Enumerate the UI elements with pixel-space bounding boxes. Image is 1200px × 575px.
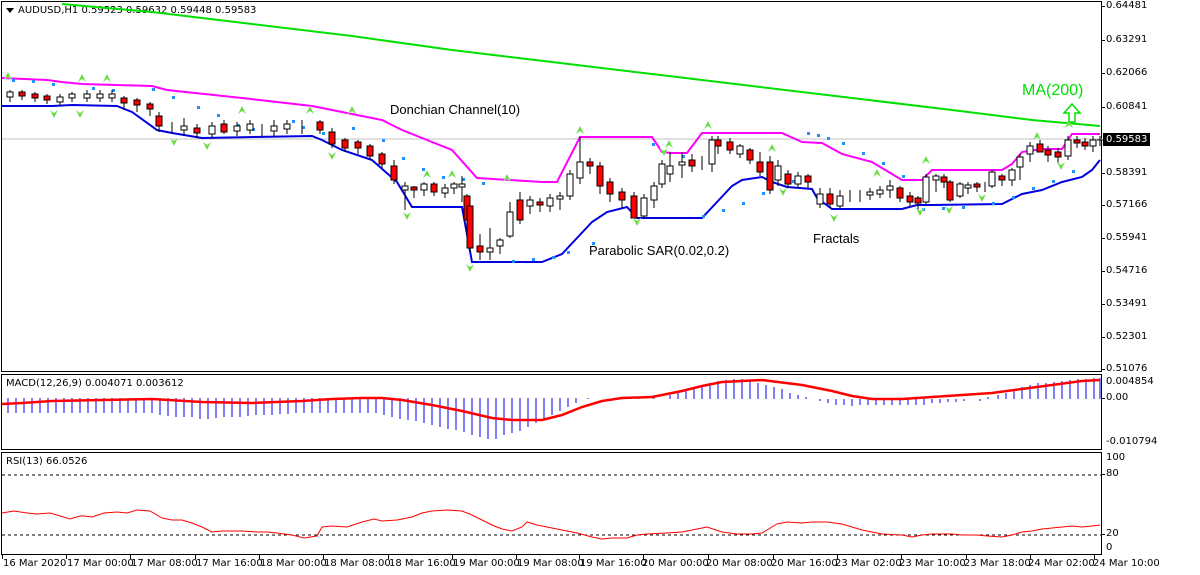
rsi-80-label: 80: [1106, 468, 1119, 479]
donchian-lower-line: [2, 103, 1101, 263]
time-label: 19 Mar 08:00: [517, 558, 584, 569]
macd-zero-label: 0.00: [1106, 392, 1129, 403]
psar-label: Parabolic SAR(0.02,0.2): [589, 243, 730, 258]
rsi-svg: [1, 474, 1102, 540]
time-label: 18 Mar 16:00: [389, 558, 456, 569]
time-label: 17 Mar 08:00: [131, 558, 198, 569]
time-label: 18 Mar 08:00: [324, 558, 391, 569]
ma200-line: [61, 3, 1101, 127]
time-label: 19 Mar 16:00: [580, 558, 647, 569]
time-label: 20 Mar 16:00: [771, 558, 838, 569]
time-label: 16 Mar 2020: [3, 558, 67, 569]
time-label: 18 Mar 00:00: [260, 558, 327, 569]
current-price-tag: 0.59583: [1103, 133, 1151, 146]
time-label: 24 Mar 02:00: [1028, 558, 1095, 569]
price-label: 0.58391: [1106, 167, 1148, 178]
macd-max-label: 0.004854: [1106, 376, 1154, 387]
time-label: 24 Mar 10:00: [1093, 558, 1160, 569]
up-arrow-icon: [1062, 102, 1082, 123]
price-label: 0.52301: [1106, 331, 1148, 342]
dropdown-triangle-icon[interactable]: [6, 7, 14, 13]
macd-signal-line: [1, 378, 1101, 422]
macd-svg: [1, 378, 1101, 439]
donchian-upper-line: [1, 77, 1100, 183]
price-label: 0.54716: [1106, 265, 1148, 276]
time-label: 17 Mar 16:00: [196, 558, 263, 569]
price-label: 0.60841: [1106, 101, 1148, 112]
price-label: 0.62066: [1106, 67, 1148, 78]
price-chart-svg: [1, 3, 1103, 273]
rsi-20-label: 20: [1106, 528, 1119, 539]
macd-min-label: -0.010794: [1106, 436, 1158, 447]
price-label: 0.57166: [1106, 199, 1148, 210]
macd-title: MACD(12,26,9) 0.004071 0.003612: [6, 378, 184, 389]
donchian-label: Donchian Channel(10): [390, 102, 521, 117]
time-label: 23 Mar 02:00: [835, 558, 902, 569]
rsi-line: [1, 509, 1101, 540]
macd-histogram: [7, 378, 1101, 439]
time-label: 20 Mar 08:00: [706, 558, 773, 569]
rsi-0-label: 0: [1106, 542, 1113, 553]
rsi-panel[interactable]: RSI(13) 66.0526: [1, 452, 1102, 555]
fractals-label: Fractals: [813, 231, 860, 246]
rsi-title: RSI(13) 66.0526: [6, 456, 88, 467]
time-label: 23 Mar 18:00: [964, 558, 1031, 569]
price-chart-panel[interactable]: AUDUSD,H1 0.59523 0.59632 0.59448 0.5958…: [1, 1, 1103, 372]
time-label: 17 Mar 00:00: [67, 558, 134, 569]
rsi-100-label: 100: [1106, 452, 1126, 463]
time-label: 23 Mar 10:00: [899, 558, 966, 569]
price-label: 0.55941: [1106, 232, 1148, 243]
fractal-markers: [3, 71, 1074, 273]
macd-panel[interactable]: MACD(12,26,9) 0.004071 0.003612: [1, 374, 1102, 450]
price-label: 0.64481: [1106, 0, 1148, 11]
ma200-label: MA(200): [1022, 82, 1084, 99]
candlesticks: [6, 90, 1103, 260]
price-label: 0.63291: [1106, 34, 1148, 45]
time-label: 19 Mar 00:00: [453, 558, 520, 569]
price-label: 0.51076: [1106, 363, 1148, 374]
time-label: 20 Mar 00:00: [642, 558, 709, 569]
price-label: 0.53491: [1106, 298, 1148, 309]
